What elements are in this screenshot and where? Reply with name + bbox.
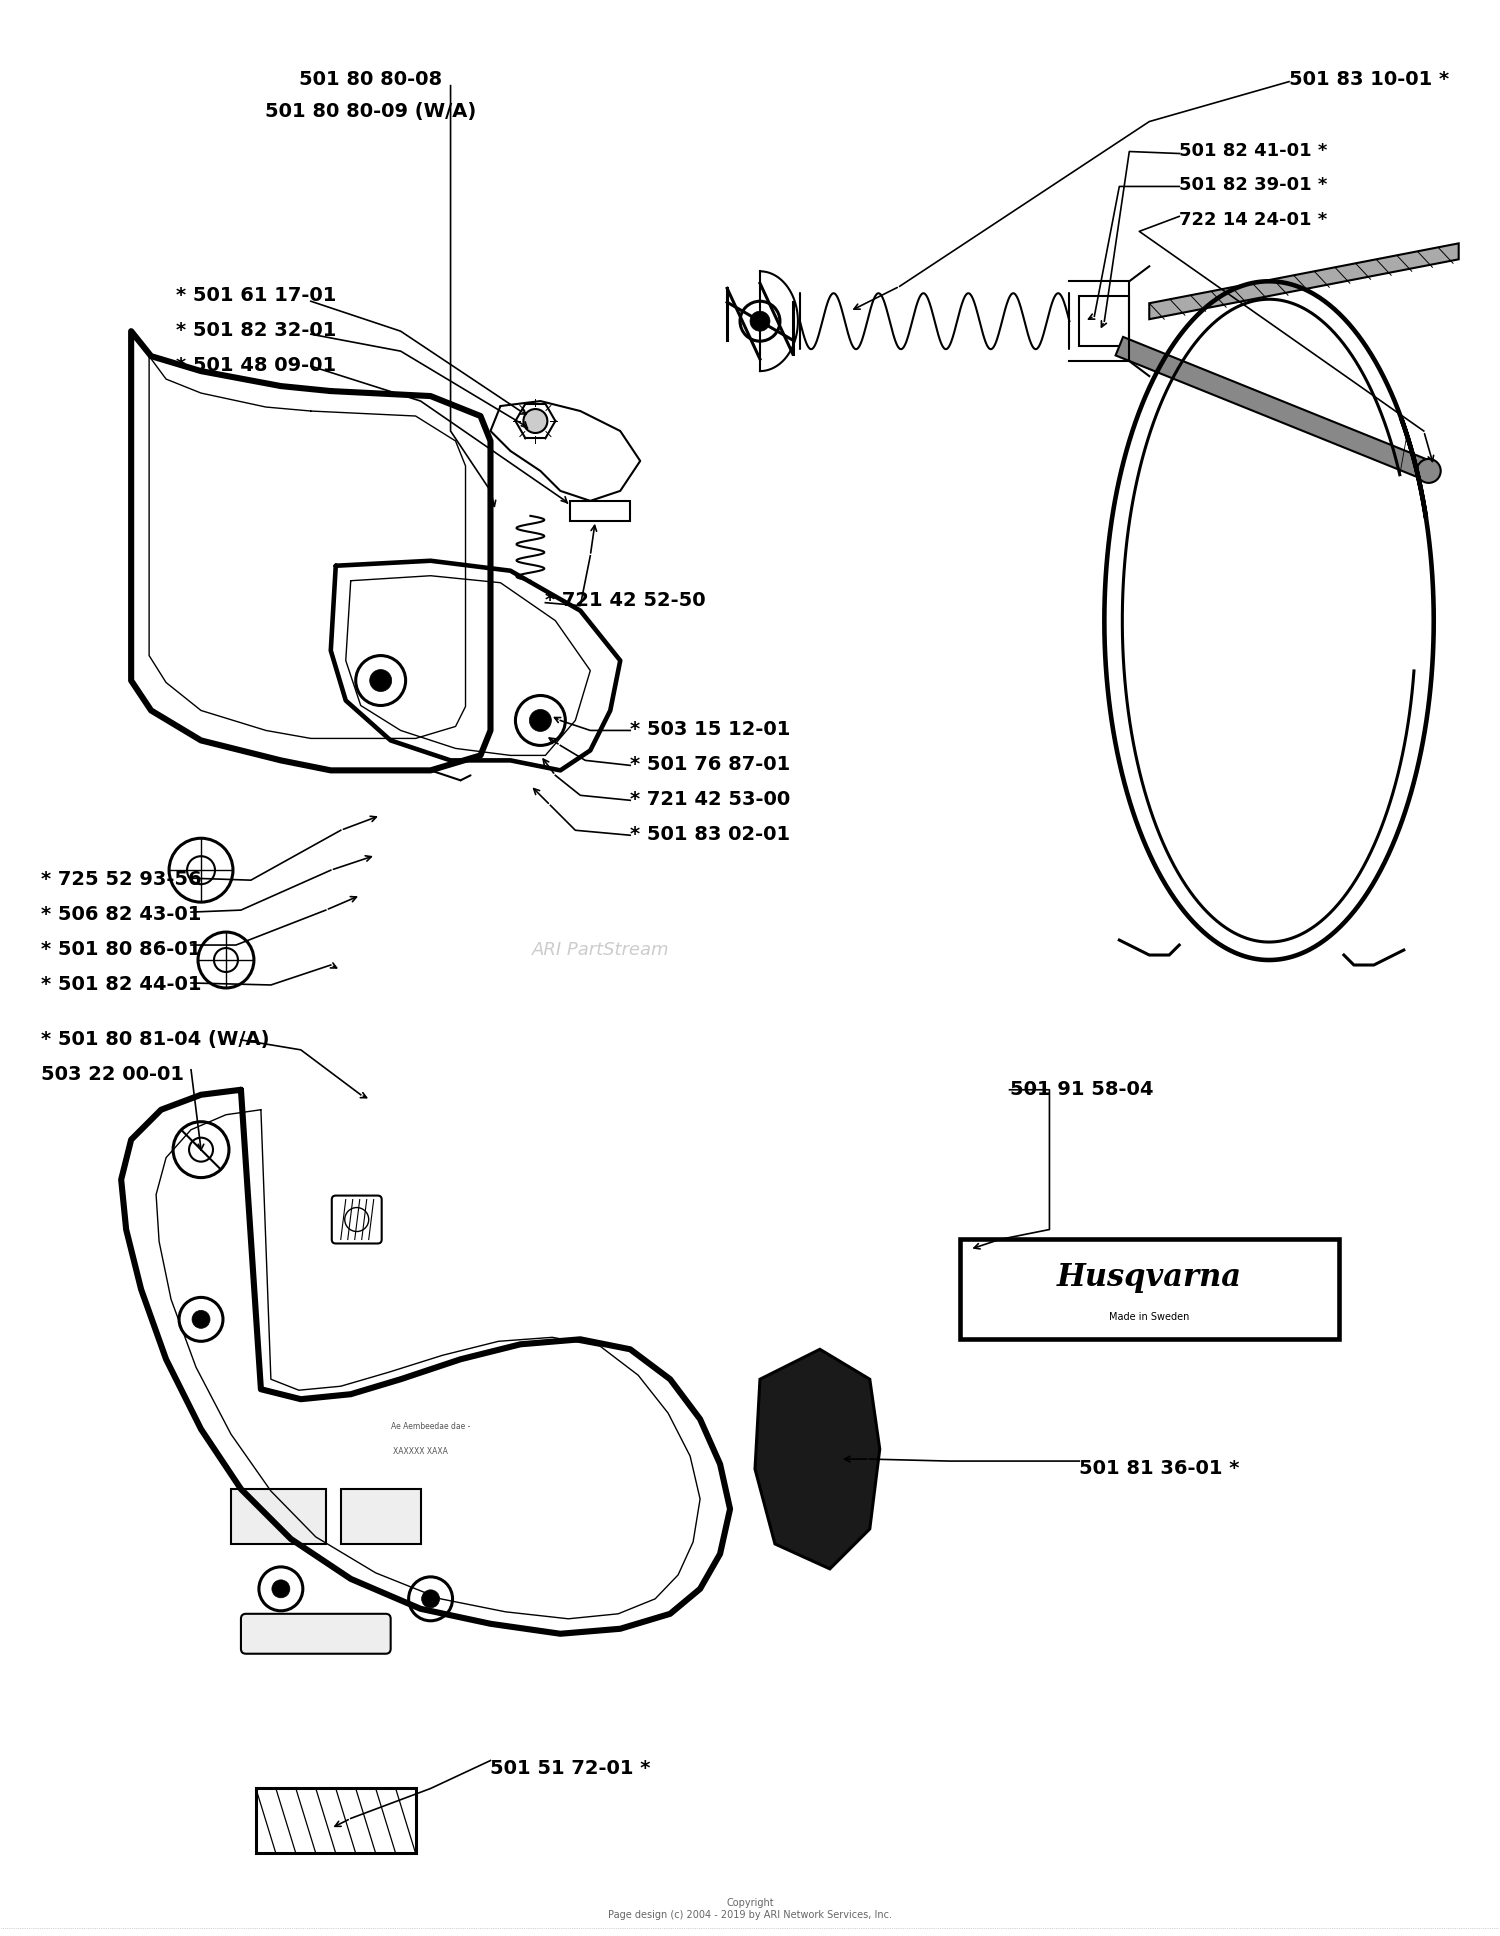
Text: XAXXXX XAXA: XAXXXX XAXA [393, 1446, 448, 1456]
Text: * 501 61 17-01: * 501 61 17-01 [176, 287, 336, 306]
Text: 501 81 36-01 *: 501 81 36-01 * [1080, 1460, 1240, 1477]
Text: Copyright
Page design (c) 2004 - 2019 by ARI Network Services, Inc.: Copyright Page design (c) 2004 - 2019 by… [608, 1899, 892, 1921]
Text: * 501 80 86-01: * 501 80 86-01 [42, 941, 201, 958]
Text: * 501 82 44-01: * 501 82 44-01 [42, 976, 203, 993]
Text: * 501 82 32-01: * 501 82 32-01 [176, 321, 336, 341]
Text: 501 80 80-08: 501 80 80-08 [298, 70, 442, 89]
Circle shape [192, 1311, 210, 1328]
Text: * 501 83 02-01: * 501 83 02-01 [630, 825, 790, 844]
Text: 501 91 58-04: 501 91 58-04 [1010, 1080, 1154, 1100]
Circle shape [272, 1580, 290, 1597]
Polygon shape [1116, 337, 1432, 480]
Text: * 721 42 53-00: * 721 42 53-00 [630, 790, 790, 809]
Text: 503 22 00-01: 503 22 00-01 [42, 1065, 184, 1084]
Text: * 501 80 81-04 (W/A): * 501 80 81-04 (W/A) [42, 1030, 270, 1049]
Text: Ae Aembeedae dae -: Ae Aembeedae dae - [392, 1423, 471, 1431]
Text: * 721 42 52-50: * 721 42 52-50 [546, 590, 706, 610]
Text: * 725 52 93-56: * 725 52 93-56 [42, 869, 203, 889]
Bar [960, 1239, 1340, 1340]
Text: 501 51 72-01 *: 501 51 72-01 * [490, 1758, 651, 1777]
Text: ARI PartStream: ARI PartStream [531, 941, 669, 958]
FancyBboxPatch shape [332, 1196, 381, 1243]
Text: 501 80 80-09 (W/A): 501 80 80-09 (W/A) [266, 101, 477, 120]
Text: 722 14 24-01 *: 722 14 24-01 * [1179, 211, 1328, 228]
Text: 501 82 39-01 *: 501 82 39-01 * [1179, 176, 1328, 194]
Bar [256, 1789, 416, 1853]
Polygon shape [1149, 244, 1458, 319]
Text: Husqvarna: Husqvarna [1058, 1262, 1242, 1293]
Circle shape [750, 312, 770, 331]
Bar [340, 1489, 420, 1543]
Text: * 501 48 09-01: * 501 48 09-01 [176, 356, 336, 376]
Text: * 503 15 12-01: * 503 15 12-01 [630, 720, 790, 740]
Bar [231, 1489, 326, 1543]
Bar [570, 501, 630, 521]
Circle shape [1418, 459, 1440, 482]
Circle shape [422, 1589, 440, 1607]
Text: 501 82 41-01 *: 501 82 41-01 * [1179, 141, 1328, 159]
Text: 501 83 10-01 *: 501 83 10-01 * [1288, 70, 1449, 89]
Circle shape [524, 408, 548, 434]
Polygon shape [754, 1349, 880, 1568]
Circle shape [530, 709, 552, 732]
Circle shape [369, 670, 392, 691]
Text: * 506 82 43-01: * 506 82 43-01 [42, 906, 201, 923]
Bar [1080, 296, 1130, 347]
Text: Made in Sweden: Made in Sweden [1108, 1313, 1190, 1322]
FancyBboxPatch shape [242, 1615, 390, 1653]
Text: * 501 76 87-01: * 501 76 87-01 [630, 755, 790, 774]
